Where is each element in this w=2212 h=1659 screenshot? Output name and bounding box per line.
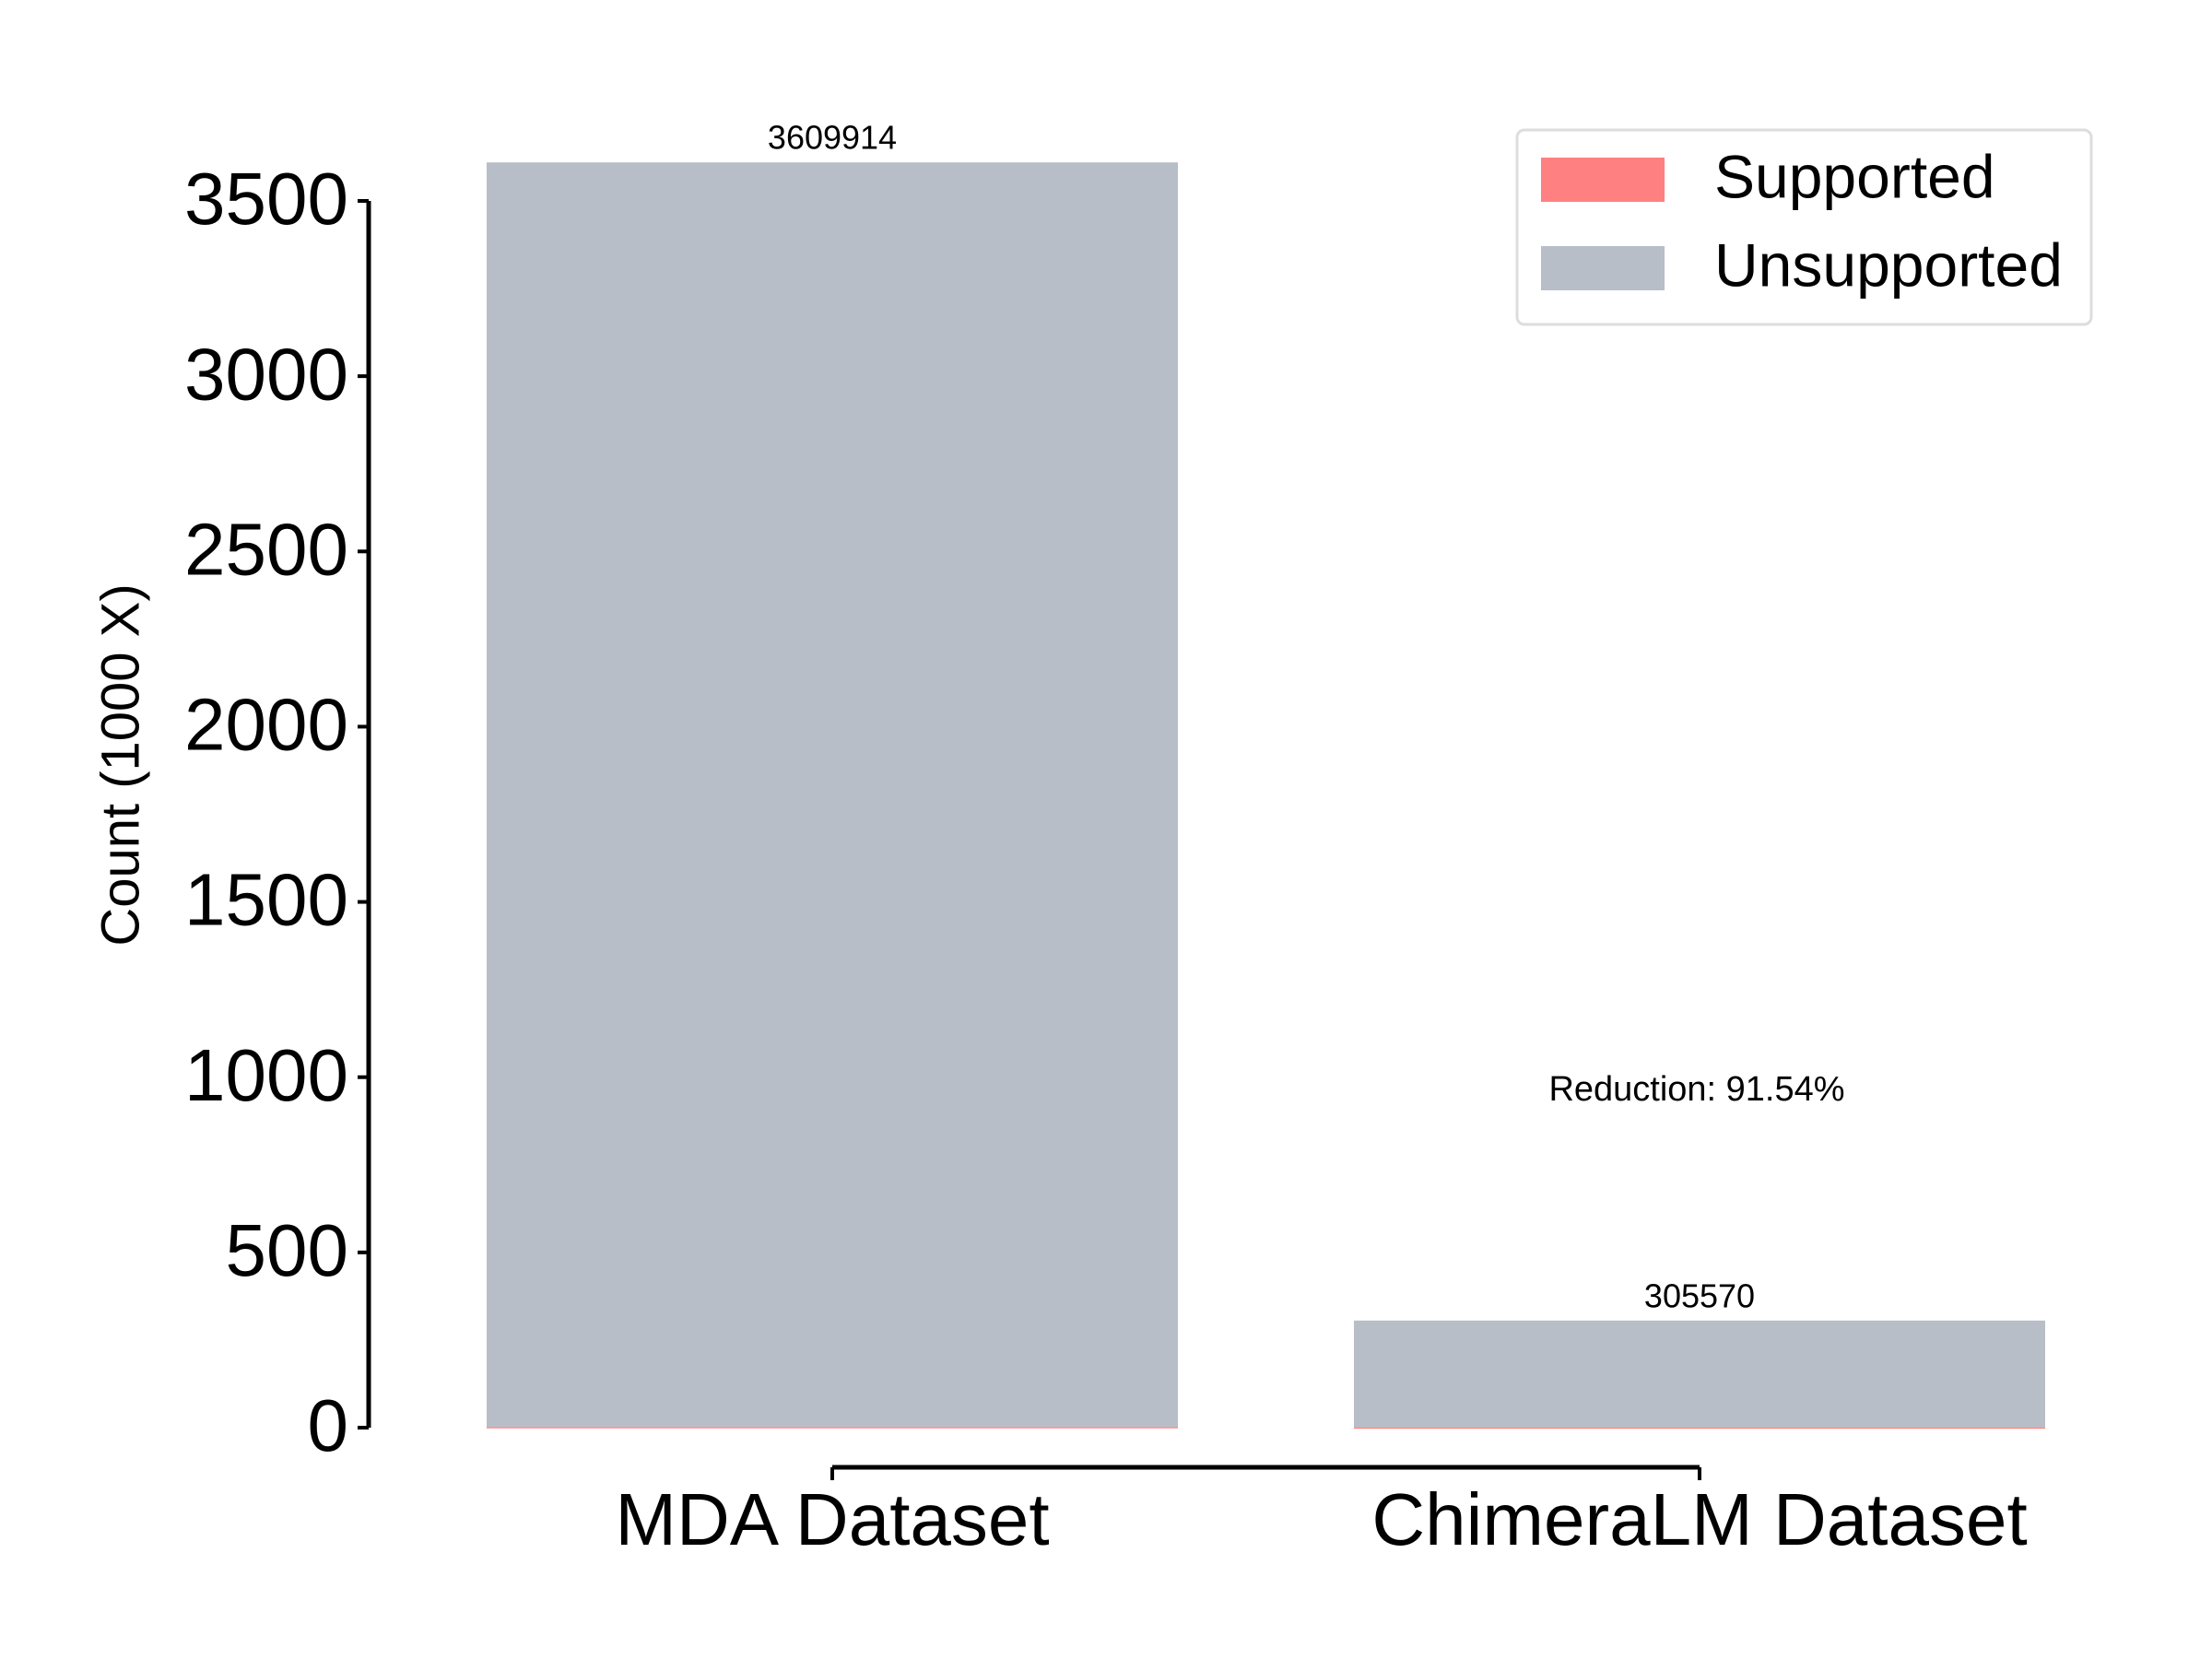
y-tick-label: 3000	[184, 333, 348, 415]
y-axis-label: Count (1000 X)	[90, 583, 150, 946]
bar-segment	[1354, 1427, 2045, 1430]
y-tick-label: 500	[226, 1209, 348, 1291]
legend-swatch	[1541, 246, 1665, 290]
bar-segment	[1354, 1320, 2045, 1428]
y-tick-label: 2500	[184, 508, 348, 590]
legend-label: Unsupported	[1714, 230, 2063, 299]
x-tick-label: ChimeraLM Dataset	[1371, 1478, 2027, 1560]
y-tick-label: 2000	[184, 684, 348, 766]
x-tick-label: MDA Dataset	[615, 1478, 1049, 1560]
legend-swatch	[1541, 158, 1665, 202]
y-tick-label: 0	[308, 1384, 349, 1466]
y-tick-label: 3500	[184, 158, 348, 240]
value-label: 3609914	[768, 119, 897, 157]
value-label: 305570	[1644, 1277, 1755, 1314]
annotation: Reduction: 91.54%	[1548, 1070, 1844, 1109]
y-tick-label: 1500	[184, 859, 348, 941]
bar-segment	[487, 1427, 1178, 1429]
legend-label: Supported	[1714, 142, 1995, 210]
y-tick-label: 1000	[184, 1034, 348, 1116]
bar-segment	[487, 162, 1178, 1428]
